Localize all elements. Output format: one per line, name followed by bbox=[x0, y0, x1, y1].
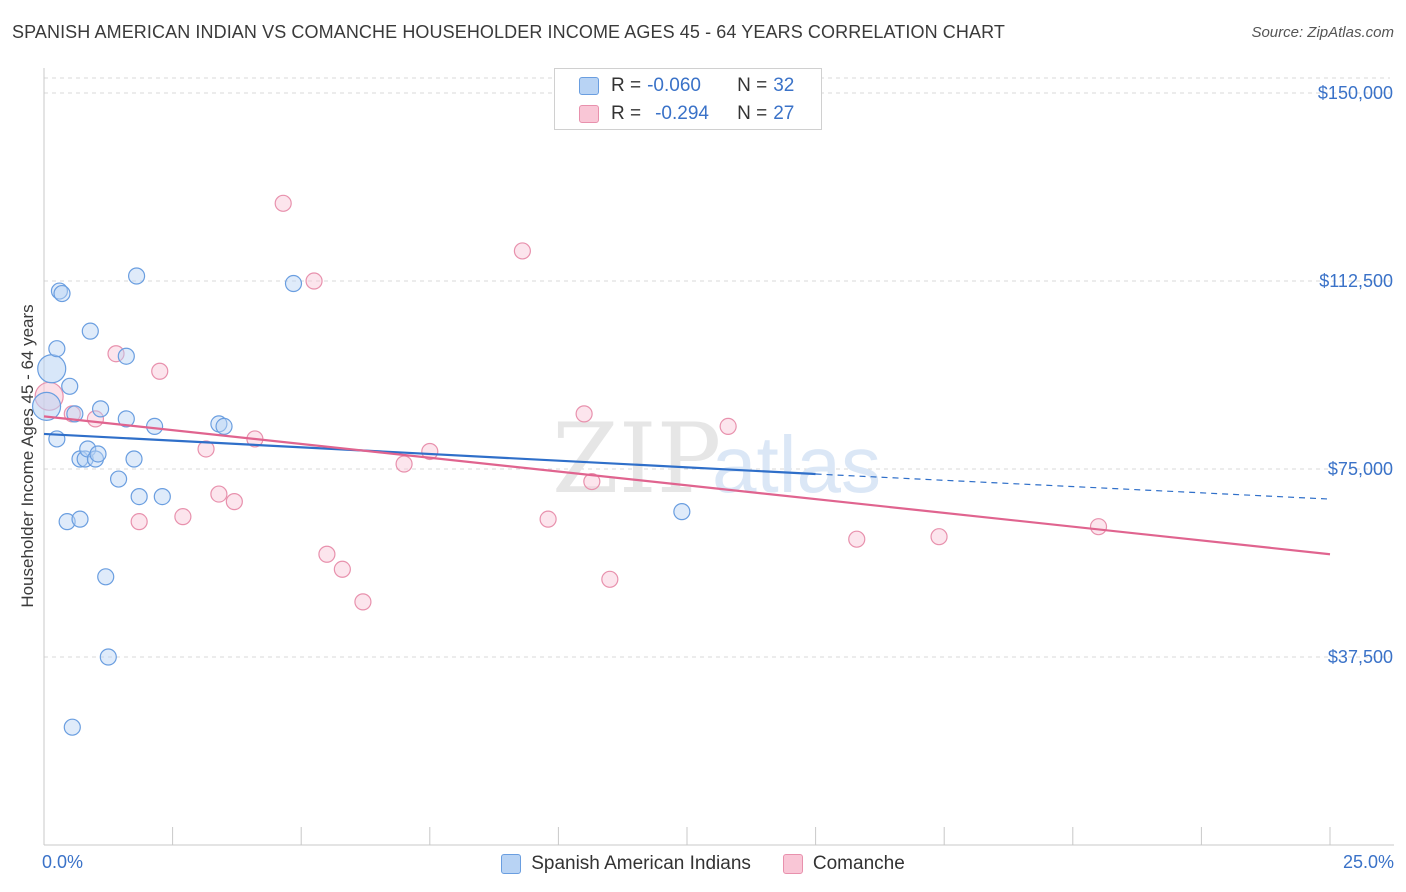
data-point bbox=[97, 568, 115, 586]
data-point bbox=[125, 450, 143, 468]
y-tick-label: $112,500 bbox=[1319, 271, 1393, 291]
legend-r-label: R = bbox=[611, 75, 642, 96]
series-legend: Spanish American Indians Comanche bbox=[0, 852, 1406, 876]
data-point bbox=[174, 508, 192, 526]
legend-n-value: 32 bbox=[773, 75, 795, 96]
data-point bbox=[848, 530, 866, 548]
data-point bbox=[66, 405, 84, 423]
x-max-label: 25.0% bbox=[1342, 852, 1394, 872]
y-tick-labels: $37,500 $75,000 $112,500 $150,000 bbox=[1318, 83, 1393, 667]
legend-swatch-pink bbox=[579, 105, 599, 123]
series-swatch-pink bbox=[782, 854, 803, 874]
data-point bbox=[99, 648, 117, 666]
y-axis-title: Householder Income Ages 45 - 64 years bbox=[18, 304, 37, 608]
trend-line-blue bbox=[43, 432, 816, 476]
data-point bbox=[930, 528, 948, 546]
series-legend-comanche: Comanche bbox=[782, 853, 905, 875]
trend-line-blue-extrapolated bbox=[815, 473, 1331, 500]
data-point bbox=[354, 593, 372, 611]
data-point bbox=[50, 282, 69, 300]
data-point bbox=[395, 455, 413, 473]
data-point bbox=[719, 417, 737, 436]
chart-title: SPANISH AMERICAN INDIAN VS COMANCHE HOUS… bbox=[12, 22, 1005, 42]
data-point bbox=[107, 345, 125, 363]
x-min-label: 0.0% bbox=[42, 852, 84, 872]
y-tick-label: $37,500 bbox=[1328, 647, 1393, 667]
trend-lines bbox=[43, 415, 1331, 556]
data-point bbox=[53, 284, 71, 303]
data-point bbox=[333, 560, 351, 578]
data-point bbox=[153, 487, 171, 506]
data-point bbox=[284, 274, 303, 293]
data-point bbox=[91, 400, 110, 418]
y-tick-label: $75,000 bbox=[1328, 459, 1393, 479]
data-point bbox=[63, 718, 81, 736]
watermark-zip: ZIP bbox=[552, 403, 721, 515]
data-point bbox=[421, 442, 439, 461]
data-point bbox=[274, 194, 292, 212]
data-point bbox=[86, 450, 105, 468]
data-point bbox=[31, 391, 62, 421]
data-point bbox=[130, 487, 148, 506]
legend-n-value: 27 bbox=[773, 103, 795, 124]
data-point bbox=[117, 347, 135, 365]
data-point bbox=[61, 377, 79, 395]
legend-r-value: -0.294 bbox=[655, 103, 709, 124]
trend-line-pink bbox=[43, 415, 1331, 556]
data-point bbox=[89, 445, 107, 463]
data-point bbox=[583, 472, 601, 491]
data-point bbox=[81, 322, 99, 340]
data-point bbox=[210, 485, 228, 503]
data-point bbox=[513, 242, 531, 260]
data-point bbox=[130, 513, 148, 531]
data-point bbox=[225, 493, 243, 511]
data-point bbox=[109, 470, 128, 488]
data-point bbox=[37, 354, 67, 384]
watermark-atlas: atlas bbox=[712, 420, 881, 509]
data-point bbox=[71, 510, 89, 528]
data-point bbox=[127, 267, 146, 285]
data-point bbox=[601, 570, 619, 588]
grid-lines bbox=[44, 77, 1390, 658]
data-point bbox=[305, 272, 323, 290]
watermark: ZIP atlas bbox=[552, 403, 881, 515]
series-swatch-blue bbox=[501, 854, 522, 874]
series-legend-spanish-american-indians: Spanish American Indians bbox=[501, 853, 751, 875]
legend-row-comanche: R = -0.294 N = 27 bbox=[579, 103, 794, 125]
series-legend-label: Spanish American Indians bbox=[531, 853, 751, 874]
axes bbox=[43, 68, 1394, 846]
data-point bbox=[151, 362, 169, 380]
legend-n-label: N = bbox=[737, 103, 768, 124]
legend-row-spanish-american-indians: R = -0.060 N = 32 bbox=[579, 75, 794, 97]
data-point bbox=[1089, 518, 1108, 536]
source-credit: Source: ZipAtlas.com bbox=[1251, 24, 1394, 41]
data-point bbox=[58, 513, 76, 531]
spanish-american-indian-points bbox=[31, 267, 691, 736]
legend-r-value: -0.060 bbox=[647, 75, 701, 96]
data-point bbox=[318, 545, 336, 563]
series-legend-label: Comanche bbox=[812, 853, 905, 874]
legend-swatch-blue bbox=[579, 77, 599, 95]
data-point bbox=[575, 405, 593, 423]
data-point bbox=[197, 440, 215, 458]
y-tick-label: $150,000 bbox=[1318, 83, 1393, 103]
data-point bbox=[673, 503, 691, 521]
data-point bbox=[539, 510, 557, 528]
data-point bbox=[215, 417, 233, 436]
data-point bbox=[145, 417, 164, 436]
data-point bbox=[117, 410, 135, 428]
legend-n-label: N = bbox=[737, 75, 768, 96]
data-point bbox=[48, 340, 66, 358]
legend-r-label: R = bbox=[611, 103, 642, 124]
correlation-legend: R = -0.060 N = 32 R = -0.294 N = 27 bbox=[554, 68, 822, 130]
